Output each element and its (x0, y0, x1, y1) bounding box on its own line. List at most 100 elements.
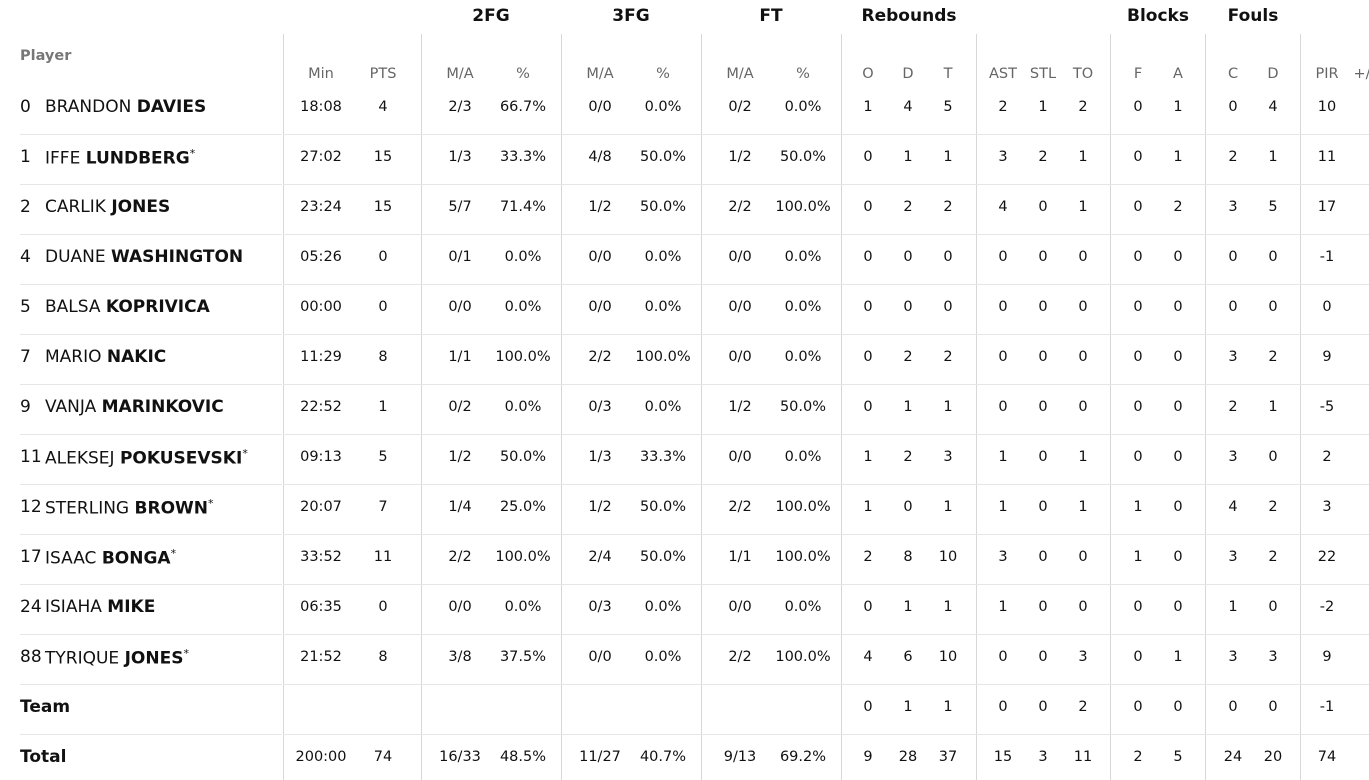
player-name[interactable]: BRANDON DAVIES (45, 97, 206, 117)
stat-cell: 1/2 (588, 499, 612, 515)
column-header[interactable]: TO (1072, 66, 1094, 82)
stat-cell: 0 (1038, 499, 1048, 515)
row-divider (283, 534, 1369, 535)
row-divider (20, 684, 282, 685)
player-name[interactable]: IFFE LUNDBERG* (45, 147, 195, 169)
stat-cell: 1 (1038, 99, 1048, 115)
stat-cell: 2/3 (448, 99, 472, 115)
stat-cell: 1/1 (448, 349, 472, 365)
stat-cell: 0.0% (644, 649, 682, 665)
column-header[interactable]: T (943, 66, 953, 82)
stat-cell: 28 (898, 749, 918, 765)
stat-cell: 0 (1173, 599, 1183, 615)
stat-cell: 0/3 (588, 599, 612, 615)
column-header[interactable]: % (656, 66, 670, 82)
total-label: Total (20, 747, 67, 767)
player-name[interactable]: BALSA KOPRIVICA (45, 297, 210, 317)
column-header[interactable]: AST (989, 66, 1017, 82)
stat-cell: 100.0% (775, 549, 831, 565)
stat-cell: 0 (1173, 699, 1183, 715)
column-header[interactable]: A (1173, 66, 1183, 82)
stat-cell: 9 (1322, 649, 1332, 665)
player-name[interactable]: ALEKSEJ POKUSEVSKI* (45, 447, 248, 469)
row-divider (283, 634, 1369, 635)
player-name[interactable]: MARIO NAKIC (45, 347, 166, 367)
stat-cell: 1 (943, 149, 953, 165)
stat-cell: 1/4 (448, 499, 472, 515)
stat-cell: 0 (1133, 599, 1143, 615)
row-divider (20, 534, 282, 535)
column-header[interactable]: F (1133, 66, 1143, 82)
column-header[interactable]: D (1267, 66, 1279, 82)
stat-cell: 0 (1133, 399, 1143, 415)
stat-cell: 0.0% (784, 349, 822, 365)
stat-cell: 0 (1228, 249, 1238, 265)
player-name[interactable]: ISAAC BONGA* (45, 547, 176, 569)
row-divider (283, 734, 1369, 735)
column-header[interactable]: % (796, 66, 810, 82)
player-name[interactable]: TYRIQUE JONES* (45, 647, 189, 669)
starter-mark: * (183, 647, 189, 660)
stat-cell: 2 (863, 549, 873, 565)
column-header[interactable]: O (862, 66, 874, 82)
stat-cell: 2/2 (728, 199, 752, 215)
player-last-name: NAKIC (106, 347, 167, 367)
starter-mark: * (242, 447, 248, 460)
stat-cell: 0 (1228, 99, 1238, 115)
stat-cell: 2/2 (728, 649, 752, 665)
row-divider (20, 384, 282, 385)
column-header[interactable]: PTS (369, 66, 397, 82)
group-header-ft: FT (759, 6, 783, 26)
stat-cell: 9 (863, 749, 873, 765)
stat-cell: 2 (903, 449, 913, 465)
player-number: 0 (20, 97, 31, 117)
stat-cell: 09:13 (300, 449, 342, 465)
column-header[interactable]: STL (1029, 66, 1057, 82)
stat-cell: 0 (1173, 549, 1183, 565)
stat-cell: 0/0 (728, 249, 752, 265)
stat-cell: 0 (1173, 299, 1183, 315)
stat-cell: 0 (998, 699, 1008, 715)
column-header[interactable]: % (516, 66, 530, 82)
column-header[interactable]: PIR (1315, 66, 1339, 82)
column-header[interactable]: +/ (1353, 66, 1369, 82)
stat-cell: 1 (1173, 649, 1183, 665)
stat-cell: 1 (863, 99, 873, 115)
stat-cell: 0 (1173, 249, 1183, 265)
stat-cell: 5 (1268, 199, 1278, 215)
column-header[interactable]: M/A (726, 66, 754, 82)
player-first-name: MARIO (45, 347, 102, 367)
player-name[interactable]: ISIAHA MIKE (45, 597, 155, 617)
stat-cell: 1 (1173, 149, 1183, 165)
stat-cell: 1 (1228, 599, 1238, 615)
player-name[interactable]: VANJA MARINKOVIC (45, 397, 224, 417)
stat-cell: 0 (1133, 249, 1143, 265)
stat-cell: 0 (1038, 549, 1048, 565)
player-name[interactable]: STERLING BROWN* (45, 497, 214, 519)
stat-cell: 18:08 (300, 99, 342, 115)
stat-cell: 0 (1038, 299, 1048, 315)
column-header[interactable]: D (902, 66, 914, 82)
row-divider (20, 234, 282, 235)
stat-cell: 11 (373, 549, 393, 565)
stat-cell: 0 (1133, 349, 1143, 365)
stat-cell: 1/1 (728, 549, 752, 565)
stat-cell: 10 (938, 549, 958, 565)
player-first-name: DUANE (45, 247, 106, 267)
stat-cell: 2 (1038, 149, 1048, 165)
stat-cell: 3/8 (448, 649, 472, 665)
stat-cell: -1 (1319, 249, 1335, 265)
column-header[interactable]: M/A (586, 66, 614, 82)
stat-cell: 2/4 (588, 549, 612, 565)
stat-cell: 6 (903, 649, 913, 665)
stat-cell: 17 (1317, 199, 1337, 215)
stat-cell: 2/2 (588, 349, 612, 365)
column-header[interactable]: C (1227, 66, 1239, 82)
column-header[interactable]: Min (308, 66, 334, 82)
player-name[interactable]: DUANE WASHINGTON (45, 247, 243, 267)
player-name[interactable]: CARLIK JONES (45, 197, 170, 217)
stat-cell: 33:52 (300, 549, 342, 565)
column-header[interactable]: M/A (446, 66, 474, 82)
group-header-3fg: 3FG (612, 6, 650, 26)
player-number: 24 (20, 597, 42, 617)
